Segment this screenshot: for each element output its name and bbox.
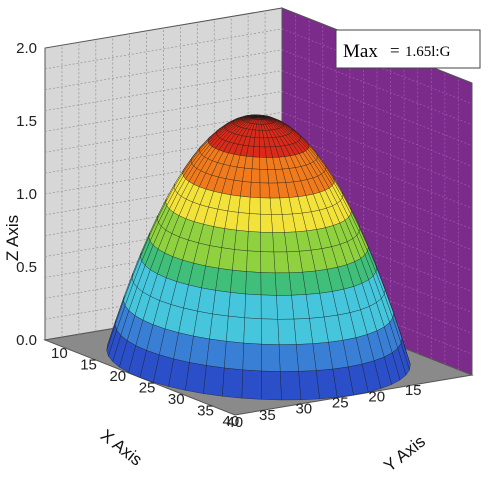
surface-patch xyxy=(261,232,274,252)
y-tick-label: 10 xyxy=(51,345,68,362)
surface-patch xyxy=(260,157,268,169)
surface-patch xyxy=(260,183,270,198)
surface-patch xyxy=(280,371,301,400)
surface-patch xyxy=(248,214,260,233)
surface-patch xyxy=(261,295,278,319)
surface-patch xyxy=(271,215,284,233)
surface-patch xyxy=(247,251,261,273)
x-axis-title: X Axis xyxy=(97,426,146,470)
max-annotation-label: Max xyxy=(343,41,378,62)
x-tick-label: 25 xyxy=(332,394,349,411)
surface-patch xyxy=(261,344,280,371)
y-tick-label: 40 xyxy=(226,414,243,431)
z-tick-label: 2.0 xyxy=(16,40,37,57)
max-annotation-value: 1.65l:G xyxy=(405,44,451,60)
surface-patch xyxy=(274,252,289,273)
surface-patch xyxy=(259,147,266,158)
surface-patch xyxy=(279,345,299,372)
surface-patch xyxy=(222,368,243,398)
surface-patch xyxy=(244,318,262,344)
surface-patch xyxy=(213,290,231,316)
surface-patch xyxy=(228,292,245,317)
surface-patch xyxy=(275,273,291,296)
surface-patch xyxy=(242,370,262,400)
y-tick-label: 15 xyxy=(80,357,97,374)
y-tick-label: 30 xyxy=(168,391,185,408)
y-tick-label: 20 xyxy=(109,368,126,385)
surface-patch xyxy=(262,371,282,400)
y-tick-label: 35 xyxy=(197,403,214,420)
surface-patch xyxy=(296,344,316,372)
z-tick-label: 1.5 xyxy=(16,113,37,130)
surface-patch xyxy=(299,371,320,400)
surface-patch xyxy=(250,182,260,198)
x-tick-label: 35 xyxy=(259,407,276,424)
surface-patch xyxy=(210,314,229,341)
surface-patch xyxy=(254,138,260,147)
surface-patch xyxy=(253,147,260,158)
surface-patch xyxy=(236,212,249,231)
surface-patch xyxy=(261,273,277,296)
surface-patch xyxy=(240,181,251,197)
surface-patch xyxy=(206,339,226,368)
surface-patch xyxy=(245,294,262,319)
surface-patch xyxy=(226,316,244,343)
surface-patch xyxy=(185,363,206,394)
x-tick-label: 20 xyxy=(368,388,385,405)
surface-patch xyxy=(276,295,294,319)
surface-patch xyxy=(260,214,272,232)
surface-patch xyxy=(260,169,269,183)
surface-patch xyxy=(247,231,260,251)
surface-patch xyxy=(261,252,275,273)
surface-patch xyxy=(273,232,287,252)
surface-patch xyxy=(224,341,243,370)
surface-patch xyxy=(249,197,260,214)
surface-patch xyxy=(216,268,233,292)
surface-patch xyxy=(278,319,297,345)
surface-patch xyxy=(294,318,313,344)
surface-patch xyxy=(270,198,282,215)
surface-patch xyxy=(252,157,260,169)
surface-patch xyxy=(260,198,271,215)
x-tick-label: 30 xyxy=(295,401,312,418)
surface-patch xyxy=(234,230,248,251)
x-tick-label: 15 xyxy=(405,382,422,399)
surface-patch xyxy=(292,295,310,320)
surface-patch xyxy=(230,270,246,294)
surface-patch xyxy=(251,169,260,183)
z-tick-label: 1.0 xyxy=(16,186,37,203)
surface-patch xyxy=(232,250,247,272)
surface-patch xyxy=(261,319,279,345)
surface-patch xyxy=(238,196,250,213)
max-annotation-equals: = xyxy=(390,41,400,60)
surface-patch xyxy=(243,343,262,371)
y-tick-label: 25 xyxy=(139,380,156,397)
max-annotation: Max = 1.65l:G xyxy=(336,30,480,68)
surface-patch xyxy=(203,366,224,397)
z-tick-label: 0.0 xyxy=(16,332,37,349)
z-axis-title: Z Axis xyxy=(3,215,22,261)
y-axis-title: Y Axis xyxy=(380,432,429,476)
surface-patch xyxy=(246,272,261,295)
